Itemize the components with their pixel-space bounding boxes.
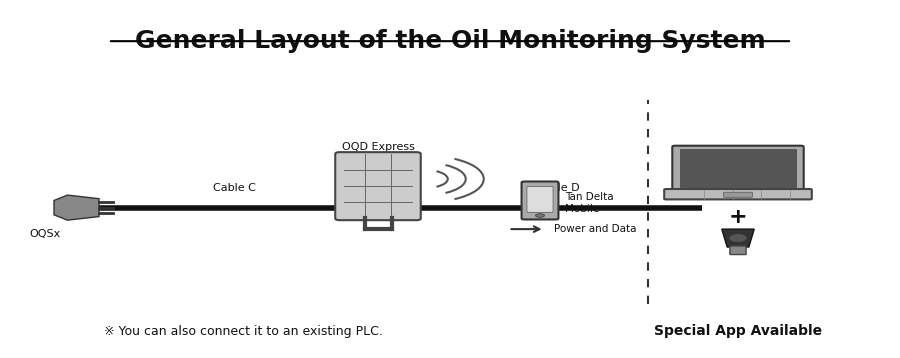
FancyBboxPatch shape <box>522 182 558 219</box>
FancyBboxPatch shape <box>672 146 804 191</box>
Text: General Layout of the Oil Monitoring System: General Layout of the Oil Monitoring Sys… <box>135 29 765 53</box>
FancyBboxPatch shape <box>527 187 553 212</box>
Text: Power and Data: Power and Data <box>554 224 636 234</box>
FancyBboxPatch shape <box>335 152 421 220</box>
Ellipse shape <box>729 234 747 243</box>
FancyBboxPatch shape <box>664 189 812 199</box>
Text: Cable C: Cable C <box>212 183 256 193</box>
FancyBboxPatch shape <box>724 192 752 197</box>
Text: +: + <box>729 207 747 227</box>
Text: Cable D: Cable D <box>536 183 580 193</box>
Text: Special App Available: Special App Available <box>654 324 822 338</box>
FancyBboxPatch shape <box>730 246 746 255</box>
Circle shape <box>536 214 544 217</box>
Polygon shape <box>54 195 99 220</box>
Polygon shape <box>722 229 754 247</box>
Text: Tan Delta: Tan Delta <box>565 192 614 202</box>
Text: ※ You can also connect it to an existing PLC.: ※ You can also connect it to an existing… <box>104 325 382 338</box>
Text: OQD Express: OQD Express <box>342 142 414 152</box>
Text: Mobile: Mobile <box>565 204 599 214</box>
FancyBboxPatch shape <box>680 149 796 187</box>
Text: OQSx: OQSx <box>30 229 60 239</box>
